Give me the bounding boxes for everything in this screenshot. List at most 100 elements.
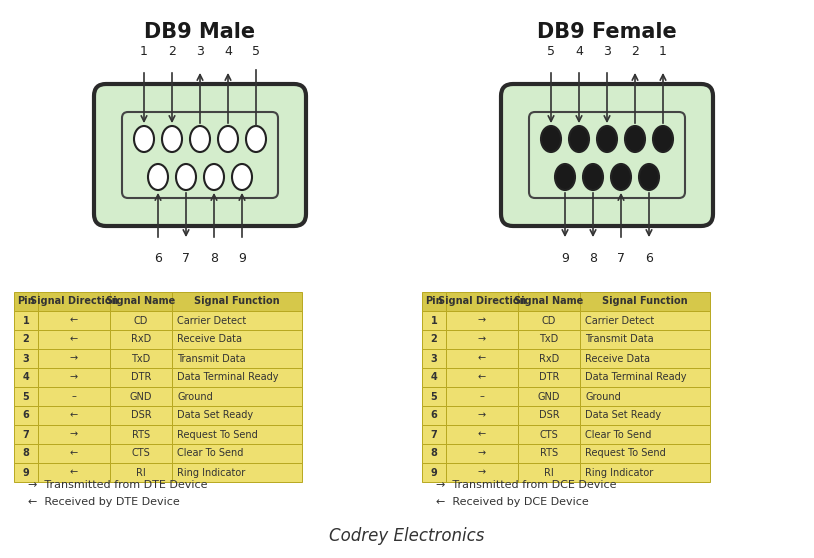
Text: RTS: RTS	[132, 430, 150, 440]
Text: 4: 4	[431, 373, 437, 382]
Ellipse shape	[218, 126, 238, 152]
Bar	[110, 292, 172, 311]
Text: 2: 2	[23, 334, 29, 344]
Bar	[446, 349, 518, 368]
Bar	[110, 406, 172, 425]
Text: 5: 5	[23, 392, 29, 402]
Bar	[446, 387, 518, 406]
Text: 8: 8	[23, 449, 29, 459]
Text: ←: ←	[70, 411, 78, 421]
Ellipse shape	[246, 126, 266, 152]
Bar	[14, 406, 38, 425]
Text: 6: 6	[431, 411, 437, 421]
Text: ←: ←	[70, 449, 78, 459]
Text: →  Transmitted from DTE Device: → Transmitted from DTE Device	[28, 480, 208, 490]
Bar	[110, 387, 172, 406]
Text: Clear To Send: Clear To Send	[585, 430, 651, 440]
Text: 2: 2	[168, 45, 176, 58]
Text: RI: RI	[136, 468, 146, 478]
Text: →: →	[478, 411, 486, 421]
Bar	[38, 349, 110, 368]
Bar	[422, 463, 446, 482]
Text: →: →	[478, 468, 486, 478]
Text: 3: 3	[23, 354, 29, 363]
Ellipse shape	[583, 164, 603, 190]
Text: 7: 7	[182, 252, 190, 265]
Bar	[110, 330, 172, 349]
Text: 1: 1	[140, 45, 148, 58]
Bar	[38, 368, 110, 387]
Text: DTR: DTR	[539, 373, 559, 382]
Bar	[110, 349, 172, 368]
Bar	[110, 368, 172, 387]
Text: Transmit Data: Transmit Data	[585, 334, 654, 344]
Text: →: →	[478, 315, 486, 325]
Bar	[172, 349, 302, 368]
FancyBboxPatch shape	[122, 112, 278, 198]
Text: CTS: CTS	[132, 449, 151, 459]
Bar	[580, 444, 710, 463]
Bar	[38, 425, 110, 444]
Bar	[110, 311, 172, 330]
Ellipse shape	[611, 164, 631, 190]
Text: Request To Send: Request To Send	[585, 449, 666, 459]
Text: Ring Indicator: Ring Indicator	[585, 468, 654, 478]
Text: 7: 7	[23, 430, 29, 440]
Bar	[422, 425, 446, 444]
Bar	[446, 311, 518, 330]
Text: ←: ←	[70, 315, 78, 325]
Text: ←: ←	[478, 373, 486, 382]
Text: 6: 6	[645, 252, 653, 265]
Text: 8: 8	[210, 252, 218, 265]
Text: Receive Data: Receive Data	[177, 334, 242, 344]
Ellipse shape	[653, 126, 673, 152]
Text: 8: 8	[431, 449, 437, 459]
Text: Signal Function: Signal Function	[602, 296, 688, 306]
Text: –: –	[479, 392, 484, 402]
Ellipse shape	[639, 164, 659, 190]
Bar	[172, 368, 302, 387]
Bar	[518, 330, 580, 349]
Text: Ground: Ground	[585, 392, 621, 402]
Text: 1: 1	[23, 315, 29, 325]
Text: Data Terminal Ready: Data Terminal Ready	[177, 373, 278, 382]
Bar	[518, 349, 580, 368]
Text: ←: ←	[478, 354, 486, 363]
Text: Transmit Data: Transmit Data	[177, 354, 246, 363]
Bar	[422, 330, 446, 349]
Bar	[14, 444, 38, 463]
Ellipse shape	[134, 126, 154, 152]
Text: DB9 Male: DB9 Male	[144, 22, 256, 42]
Bar	[38, 292, 110, 311]
Bar	[172, 406, 302, 425]
Text: 9: 9	[561, 252, 569, 265]
Bar	[518, 406, 580, 425]
Bar	[518, 292, 580, 311]
Text: DTR: DTR	[131, 373, 151, 382]
Bar	[446, 292, 518, 311]
Bar	[422, 406, 446, 425]
FancyBboxPatch shape	[94, 84, 306, 226]
Text: –: –	[72, 392, 77, 402]
Bar	[38, 406, 110, 425]
Bar	[518, 425, 580, 444]
Bar	[580, 425, 710, 444]
Text: 2: 2	[631, 45, 639, 58]
Bar	[172, 330, 302, 349]
Bar	[14, 387, 38, 406]
Text: Receive Data: Receive Data	[585, 354, 650, 363]
Ellipse shape	[176, 164, 196, 190]
Bar	[446, 425, 518, 444]
Text: Clear To Send: Clear To Send	[177, 449, 243, 459]
Text: 1: 1	[431, 315, 437, 325]
Text: Ground: Ground	[177, 392, 212, 402]
Text: DSR: DSR	[539, 411, 559, 421]
Bar	[38, 444, 110, 463]
Text: 9: 9	[431, 468, 437, 478]
Text: RxD: RxD	[539, 354, 559, 363]
Bar	[172, 311, 302, 330]
Bar	[38, 463, 110, 482]
Bar	[14, 425, 38, 444]
Text: →: →	[478, 334, 486, 344]
Text: 3: 3	[431, 354, 437, 363]
